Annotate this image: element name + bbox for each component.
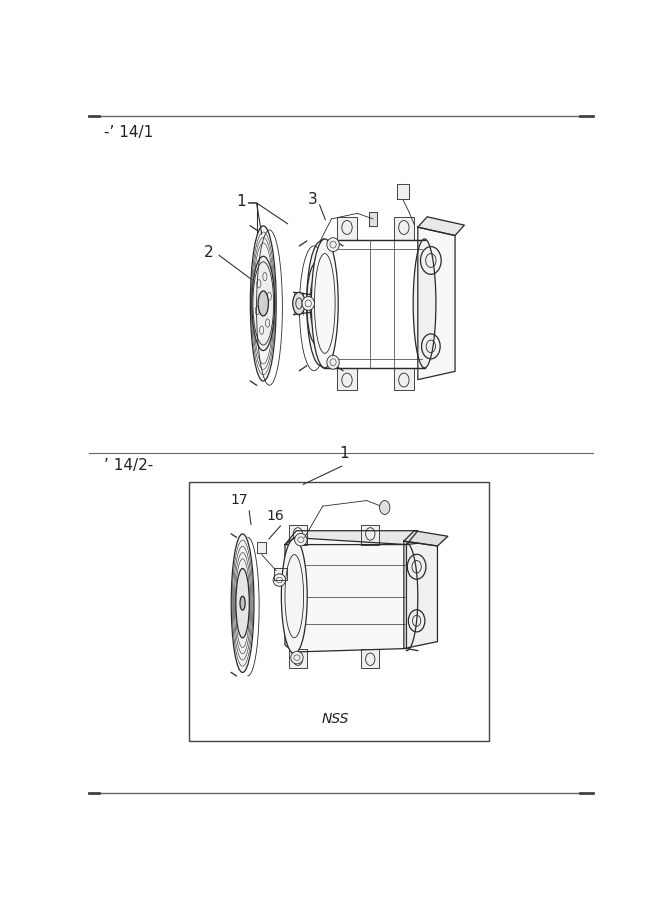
Polygon shape bbox=[362, 526, 380, 544]
Polygon shape bbox=[289, 526, 307, 544]
Ellipse shape bbox=[236, 569, 249, 638]
Ellipse shape bbox=[273, 574, 285, 586]
Polygon shape bbox=[418, 227, 455, 380]
Polygon shape bbox=[418, 217, 464, 236]
Polygon shape bbox=[369, 212, 377, 226]
Ellipse shape bbox=[327, 238, 340, 251]
Polygon shape bbox=[397, 184, 409, 200]
Ellipse shape bbox=[311, 239, 338, 368]
Polygon shape bbox=[362, 649, 380, 668]
Polygon shape bbox=[404, 541, 438, 649]
Polygon shape bbox=[404, 531, 448, 546]
Text: 16: 16 bbox=[267, 509, 285, 523]
Ellipse shape bbox=[293, 292, 305, 314]
Polygon shape bbox=[273, 569, 287, 580]
Text: 3: 3 bbox=[308, 192, 318, 207]
Polygon shape bbox=[294, 537, 406, 652]
Polygon shape bbox=[289, 649, 307, 668]
Polygon shape bbox=[394, 218, 414, 239]
Ellipse shape bbox=[291, 652, 303, 664]
Text: 1: 1 bbox=[340, 446, 349, 461]
Polygon shape bbox=[338, 218, 357, 239]
Text: 17: 17 bbox=[231, 493, 248, 508]
Polygon shape bbox=[285, 537, 294, 652]
Ellipse shape bbox=[258, 291, 268, 316]
Ellipse shape bbox=[295, 534, 307, 546]
Text: 2: 2 bbox=[204, 245, 213, 260]
Ellipse shape bbox=[252, 256, 275, 351]
Bar bbox=[189, 482, 489, 741]
Polygon shape bbox=[338, 368, 357, 390]
Ellipse shape bbox=[380, 500, 390, 515]
Polygon shape bbox=[394, 368, 414, 390]
Ellipse shape bbox=[281, 539, 307, 653]
Ellipse shape bbox=[413, 239, 436, 368]
Ellipse shape bbox=[231, 534, 254, 672]
Text: NSS: NSS bbox=[321, 713, 349, 726]
Ellipse shape bbox=[327, 356, 340, 369]
Ellipse shape bbox=[250, 226, 276, 381]
Polygon shape bbox=[285, 531, 418, 544]
Ellipse shape bbox=[302, 296, 314, 310]
Ellipse shape bbox=[307, 241, 336, 365]
Text: -’ 14/1: -’ 14/1 bbox=[104, 125, 153, 140]
Polygon shape bbox=[257, 542, 266, 554]
Ellipse shape bbox=[307, 263, 325, 344]
Text: 1: 1 bbox=[236, 194, 245, 210]
Ellipse shape bbox=[240, 596, 245, 610]
Text: ’ 14/2-: ’ 14/2- bbox=[104, 458, 153, 473]
Ellipse shape bbox=[312, 239, 335, 368]
